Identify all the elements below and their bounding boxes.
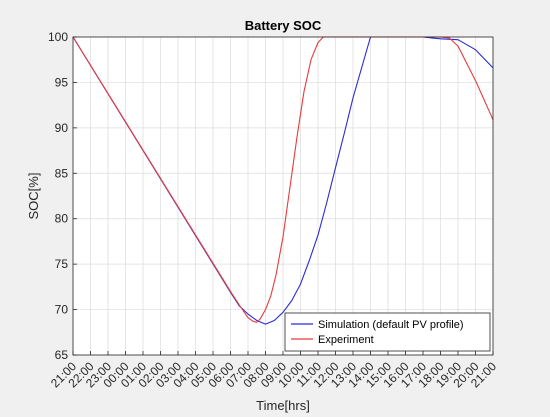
y-tick-label: 70 xyxy=(55,303,69,317)
legend: Simulation (default PV profile) Experime… xyxy=(284,312,491,352)
y-tick-label: 95 xyxy=(55,75,69,89)
y-tick-label: 65 xyxy=(55,348,69,362)
y-tick-label: 75 xyxy=(55,257,69,271)
x-axis-ticks: 21:0022:0023:0000:0001:0002:0003:0004:00… xyxy=(48,351,499,390)
y-axis-title: SOC[%] xyxy=(26,173,41,220)
y-tick-label: 100 xyxy=(48,30,68,44)
chart-title: Battery SOC xyxy=(245,18,322,33)
y-axis-ticks: 65 70 75 80 85 90 95 100 xyxy=(48,30,77,362)
legend-box xyxy=(284,312,491,352)
x-axis-title: Time[hrs] xyxy=(256,398,310,413)
legend-label-experiment: Experiment xyxy=(318,334,374,346)
y-tick-label: 90 xyxy=(55,121,69,135)
y-tick-label: 80 xyxy=(55,212,69,226)
legend-label-simulation: Simulation (default PV profile) xyxy=(318,319,464,331)
y-tick-label: 85 xyxy=(55,166,69,180)
